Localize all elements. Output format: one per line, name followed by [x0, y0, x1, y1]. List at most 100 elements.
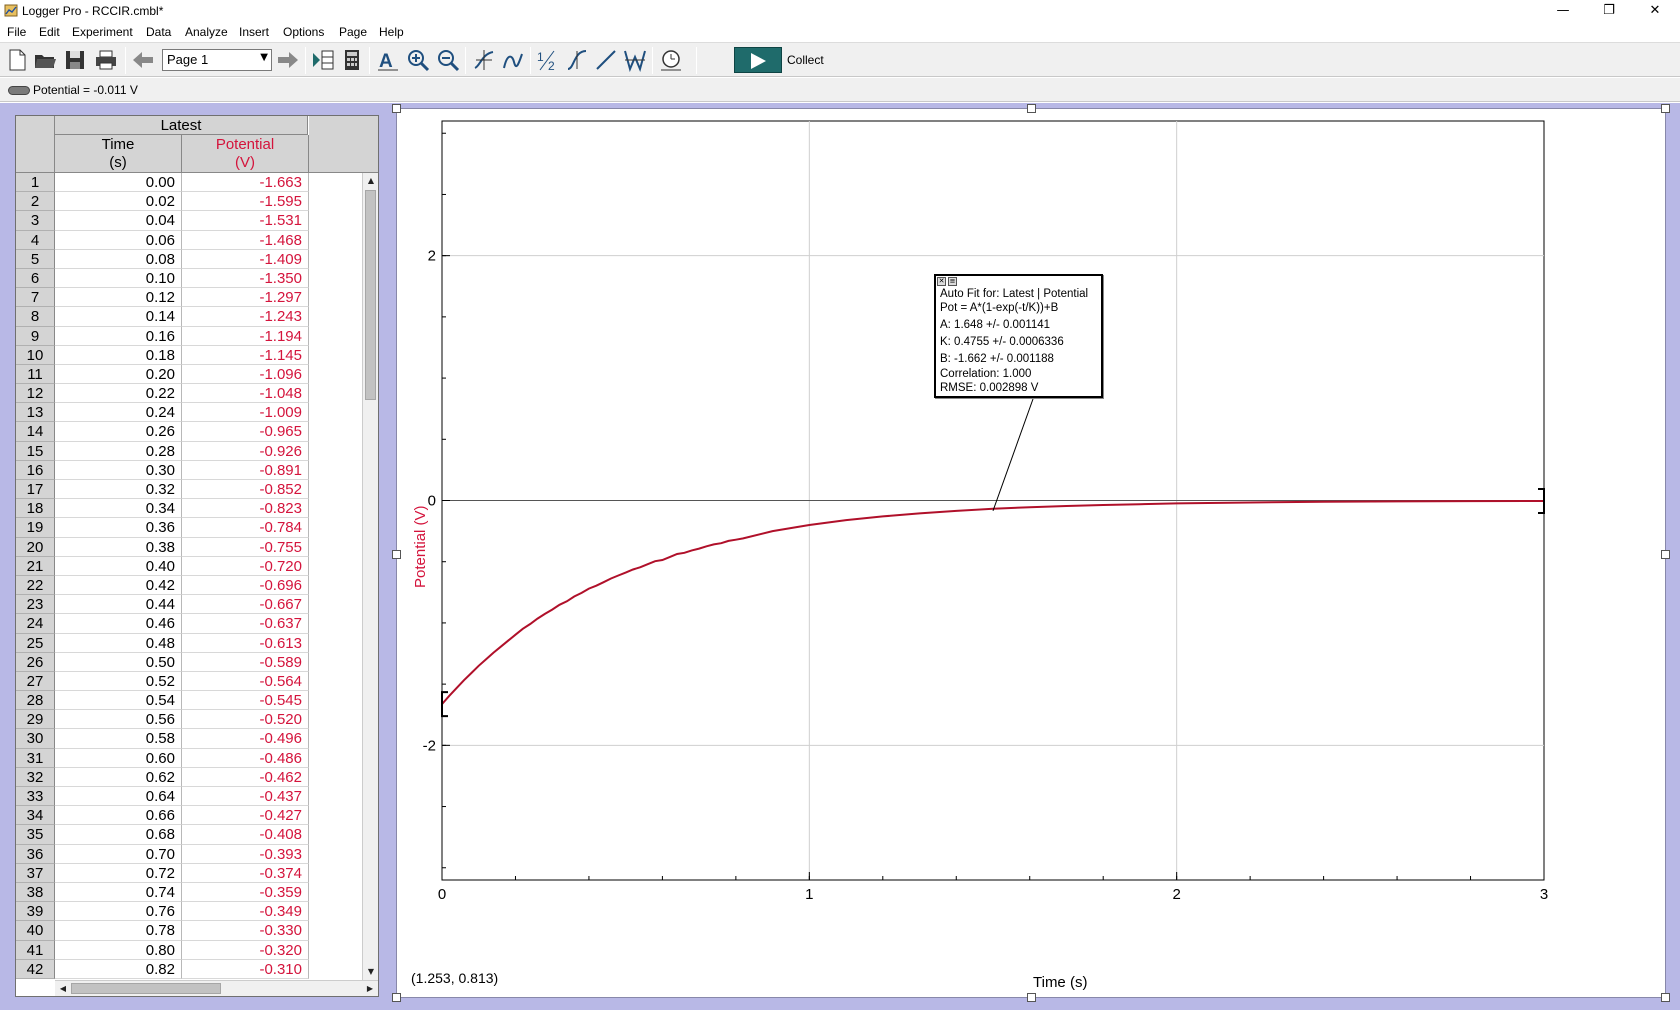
potential-cell[interactable]: -0.393 [182, 844, 309, 864]
time-cell[interactable]: 0.36 [55, 518, 182, 538]
menu-experiment[interactable]: Experiment [72, 25, 133, 39]
table-row[interactable]: 1 0.00 -1.663 [16, 173, 362, 193]
potential-cell[interactable]: -1.409 [182, 249, 309, 269]
zoom-in-icon[interactable] [406, 48, 430, 72]
menu-edit[interactable]: Edit [39, 25, 60, 39]
table-row[interactable]: 31 0.60 -0.486 [16, 748, 362, 768]
potential-cell[interactable]: -0.486 [182, 748, 309, 768]
table-row[interactable]: 19 0.36 -0.784 [16, 518, 362, 538]
time-cell[interactable]: 0.68 [55, 825, 182, 845]
potential-cell[interactable]: -1.663 [182, 173, 309, 193]
time-cell[interactable]: 0.60 [55, 748, 182, 768]
curve-fit-box[interactable]: ✕ ≡ Auto Fit for: Latest | Potential Pot… [934, 274, 1103, 398]
time-cell[interactable]: 0.18 [55, 345, 182, 365]
time-cell[interactable]: 0.30 [55, 460, 182, 480]
table-row[interactable]: 3 0.04 -1.531 [16, 211, 362, 231]
time-cell[interactable]: 0.24 [55, 403, 182, 423]
menu-insert[interactable]: Insert [239, 25, 270, 39]
resize-handle[interactable] [1661, 550, 1670, 559]
potential-cell[interactable]: -1.531 [182, 211, 309, 231]
autoscale-icon[interactable]: A [376, 48, 400, 72]
restore-button[interactable]: ❐ [1603, 3, 1615, 18]
resize-handle[interactable] [1661, 104, 1670, 113]
potential-cell[interactable]: -0.462 [182, 767, 309, 787]
examine-icon[interactable] [472, 48, 496, 72]
potential-cell[interactable]: -0.667 [182, 595, 309, 615]
table-row[interactable]: 2 0.02 -1.595 [16, 192, 362, 212]
potential-cell[interactable]: -0.310 [182, 959, 309, 979]
time-cell[interactable]: 0.48 [55, 633, 182, 653]
time-cell[interactable]: 0.72 [55, 863, 182, 883]
potential-cell[interactable]: -0.784 [182, 518, 309, 538]
potential-cell[interactable]: -1.096 [182, 364, 309, 385]
time-cell[interactable]: 0.78 [55, 921, 182, 941]
table-row[interactable]: 35 0.68 -0.408 [16, 825, 362, 845]
x-axis-label[interactable]: Time (s) [1033, 974, 1088, 991]
minimize-button[interactable]: — [1556, 3, 1570, 18]
scroll-right-icon[interactable]: ▶ [366, 984, 374, 993]
time-cell[interactable]: 0.42 [55, 575, 182, 596]
table-row[interactable]: 29 0.56 -0.520 [16, 710, 362, 730]
table-column-icon[interactable] [311, 48, 335, 72]
table-row[interactable]: 28 0.54 -0.545 [16, 691, 362, 711]
resize-handle[interactable] [392, 550, 401, 559]
potential-cell[interactable]: -0.613 [182, 633, 309, 653]
table-row[interactable]: 8 0.14 -1.243 [16, 307, 362, 327]
table-row[interactable]: 21 0.40 -0.720 [16, 556, 362, 576]
potential-cell[interactable]: -1.194 [182, 326, 309, 346]
table-row[interactable]: 14 0.26 -0.965 [16, 422, 362, 442]
table-row[interactable]: 37 0.72 -0.374 [16, 863, 362, 883]
table-row[interactable]: 4 0.06 -1.468 [16, 230, 362, 250]
table-row[interactable]: 41 0.80 -0.320 [16, 940, 362, 960]
table-row[interactable]: 13 0.24 -1.009 [16, 403, 362, 423]
table-row[interactable]: 24 0.46 -0.637 [16, 614, 362, 634]
next-page-icon[interactable] [276, 48, 300, 72]
potential-cell[interactable]: -0.437 [182, 787, 309, 807]
menu-analyze[interactable]: Analyze [185, 25, 228, 39]
time-cell[interactable]: 0.10 [55, 268, 182, 289]
potential-cell[interactable]: -1.350 [182, 268, 309, 289]
table-row[interactable]: 23 0.44 -0.667 [16, 595, 362, 615]
table-row[interactable]: 9 0.16 -1.194 [16, 326, 362, 346]
time-cell[interactable]: 0.34 [55, 499, 182, 519]
open-folder-icon[interactable] [33, 48, 57, 72]
time-cell[interactable]: 0.02 [55, 192, 182, 212]
potential-cell[interactable]: -0.520 [182, 710, 309, 730]
table-row[interactable]: 34 0.66 -0.427 [16, 806, 362, 826]
close-icon[interactable]: ✕ [937, 277, 946, 286]
potential-cell[interactable]: -0.720 [182, 556, 309, 576]
resize-handle[interactable] [392, 104, 401, 113]
resize-handle[interactable] [392, 993, 401, 1002]
time-cell[interactable]: 0.70 [55, 844, 182, 864]
time-cell[interactable]: 0.14 [55, 307, 182, 327]
table-row[interactable]: 17 0.32 -0.852 [16, 480, 362, 500]
time-cell[interactable]: 0.74 [55, 882, 182, 903]
linear-fit-icon[interactable] [594, 48, 618, 72]
table-row[interactable]: 6 0.10 -1.350 [16, 268, 362, 289]
resize-handle[interactable] [1027, 104, 1036, 113]
collect-button[interactable] [734, 47, 782, 73]
statistics-icon[interactable] [565, 48, 589, 72]
potential-cell[interactable]: -0.926 [182, 441, 309, 461]
potential-cell[interactable]: -1.009 [182, 403, 309, 423]
new-file-icon[interactable] [5, 48, 29, 72]
time-cell[interactable]: 0.28 [55, 441, 182, 461]
scroll-left-icon[interactable]: ◀ [59, 984, 67, 993]
graph-plot[interactable]: 0 1 2 3 -2 0 2 [397, 109, 1667, 999]
graph-panel[interactable]: 0 1 2 3 -2 0 2 [396, 108, 1666, 998]
potential-cell[interactable]: -0.852 [182, 480, 309, 500]
potential-meter[interactable]: Potential = -0.011 V [33, 83, 138, 97]
data-table[interactable]: Latest Time (s) Potential (V) 1 0.00 -1.66… [15, 115, 379, 997]
potential-cell[interactable]: -1.595 [182, 192, 309, 212]
potential-cell[interactable]: -0.637 [182, 614, 309, 634]
time-cell[interactable]: 0.12 [55, 288, 182, 308]
time-cell[interactable]: 0.08 [55, 249, 182, 269]
scroll-up-icon[interactable]: ▲ [367, 176, 375, 185]
potential-cell[interactable]: -0.545 [182, 691, 309, 711]
print-icon[interactable] [94, 48, 118, 72]
potential-cell[interactable]: -0.349 [182, 902, 309, 922]
table-row[interactable]: 33 0.64 -0.437 [16, 787, 362, 807]
table-horizontal-scrollbar[interactable]: ◀ ▶ [55, 980, 378, 996]
table-row[interactable]: 12 0.22 -1.048 [16, 384, 362, 404]
time-cell[interactable]: 0.44 [55, 595, 182, 615]
